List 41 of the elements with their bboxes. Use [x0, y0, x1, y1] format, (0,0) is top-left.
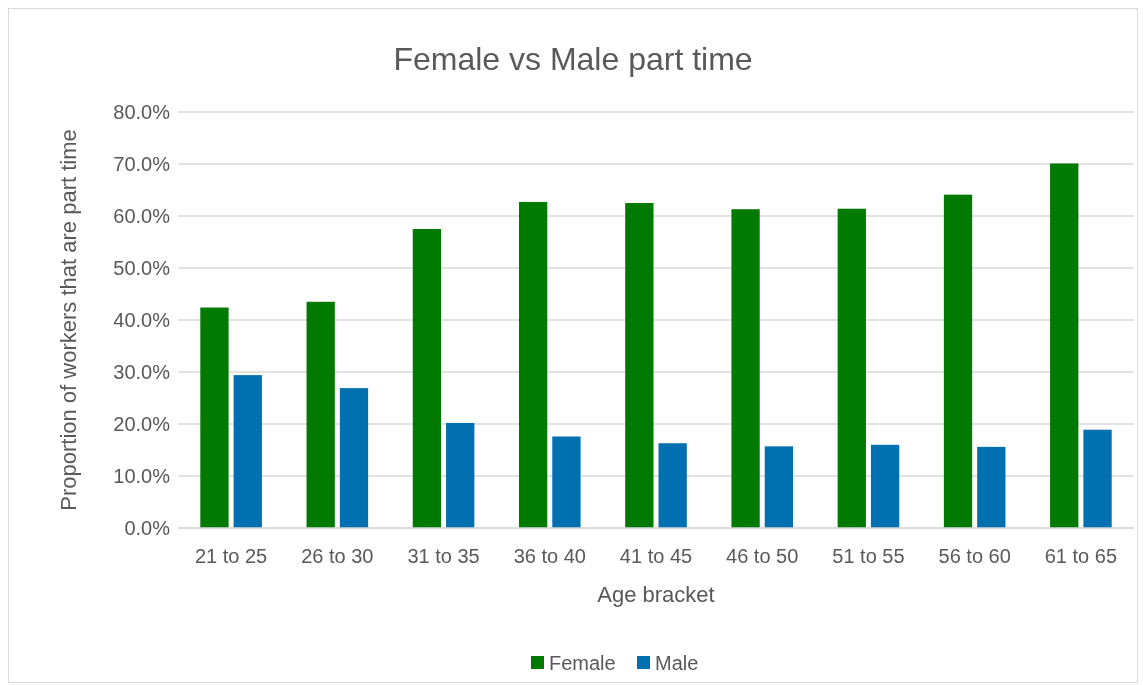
bar: [764, 446, 794, 528]
x-tick-label: 51 to 55: [832, 545, 905, 567]
x-tick-label: 31 to 35: [407, 545, 480, 567]
x-tick-label: 46 to 50: [726, 545, 799, 567]
y-tick-label: 30.0%: [113, 361, 171, 383]
y-tick-label: 10.0%: [113, 465, 171, 487]
bar: [837, 208, 866, 528]
chart-title: Female vs Male part time: [393, 41, 753, 77]
y-tick-label: 50.0%: [113, 257, 171, 279]
bar: [306, 301, 335, 528]
bar: [233, 375, 262, 528]
x-tick-label: 26 to 30: [301, 545, 374, 567]
bar: [552, 436, 581, 528]
legend-label: Male: [655, 652, 699, 674]
y-tick-label: 60.0%: [113, 205, 171, 227]
y-tick-label: 80.0%: [113, 101, 171, 123]
legend-label: Female: [549, 652, 616, 674]
y-tick-label: 20.0%: [113, 413, 171, 435]
bar: [1083, 429, 1112, 528]
x-tick-label: 41 to 45: [619, 545, 693, 567]
bar: [446, 422, 475, 528]
bar: [200, 307, 229, 528]
x-tick-label: 21 to 25: [194, 545, 268, 567]
bar: [943, 194, 973, 528]
bar: [977, 446, 1006, 528]
y-axis-title: Proportion of workers that are part time: [56, 129, 81, 511]
bar: [870, 444, 900, 528]
bar: [658, 443, 687, 528]
bar: [412, 229, 442, 528]
bar: [339, 388, 369, 528]
y-tick-label: 0.0%: [124, 517, 171, 539]
bar: [625, 203, 654, 528]
x-tick-label: 61 to 65: [1044, 545, 1118, 567]
y-tick-label: 40.0%: [113, 309, 171, 331]
x-tick-label: 56 to 60: [938, 545, 1011, 567]
y-tick-label: 70.0%: [113, 153, 171, 175]
x-tick-label: 36 to 40: [513, 545, 586, 567]
bar: [1050, 163, 1079, 528]
bar: [518, 201, 548, 528]
x-axis-title: Age bracket: [597, 582, 715, 607]
bar: [731, 209, 760, 528]
